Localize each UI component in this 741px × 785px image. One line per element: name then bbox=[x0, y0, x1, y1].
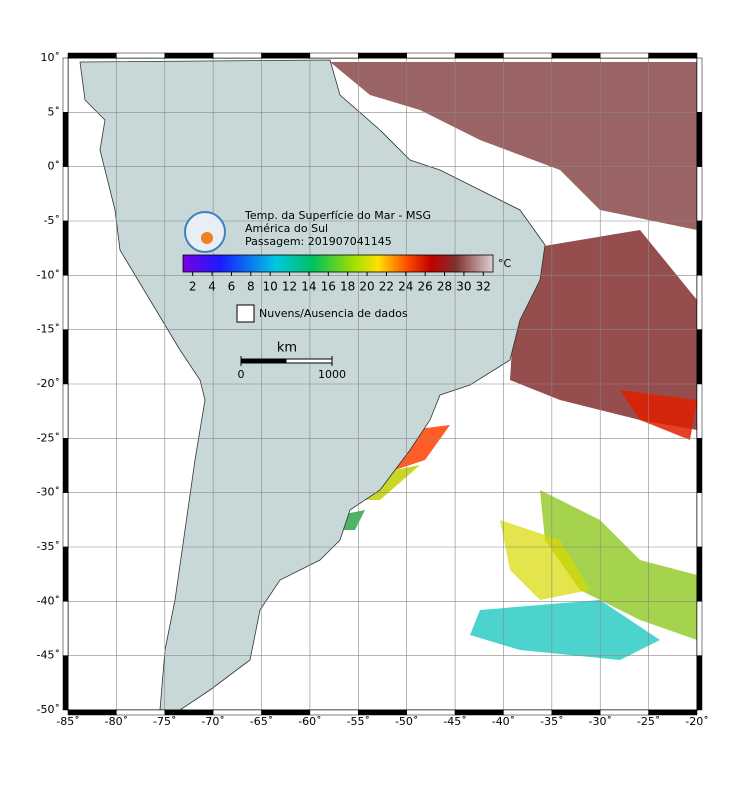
frame-segment bbox=[454, 52, 504, 59]
frame-segment bbox=[648, 52, 698, 59]
frame-segment bbox=[62, 329, 69, 385]
x-tick-label: -20˚ bbox=[685, 715, 708, 728]
y-tick-label: -15˚ bbox=[37, 323, 60, 336]
frame-segment bbox=[406, 52, 456, 59]
colorbar-tick-label: 10 bbox=[263, 280, 278, 294]
colorbar-tick-label: 26 bbox=[418, 280, 433, 294]
scalebar-label: 1000 bbox=[318, 368, 346, 381]
colorbar-tick-label: 12 bbox=[282, 280, 297, 294]
colorbar-tick-label: 14 bbox=[301, 280, 316, 294]
frame-segment bbox=[62, 546, 69, 602]
scalebar-fill bbox=[241, 359, 287, 363]
frame-segment bbox=[62, 220, 69, 276]
frame-segment bbox=[599, 52, 649, 59]
y-tick-label: -25˚ bbox=[37, 431, 60, 444]
colorbar-unit: °C bbox=[498, 257, 512, 270]
frame-segment bbox=[551, 52, 601, 59]
frame-segment bbox=[62, 655, 69, 711]
legend-swatch bbox=[236, 304, 255, 323]
frame-segment bbox=[261, 52, 311, 59]
frame-segment bbox=[164, 52, 214, 59]
x-tick-label: -70˚ bbox=[201, 715, 224, 728]
colorbar-tick-label: 20 bbox=[359, 280, 374, 294]
y-tick-label: 10˚ bbox=[41, 51, 61, 64]
colorbar-tick-label: 22 bbox=[379, 280, 394, 294]
frame-segment bbox=[696, 112, 703, 167]
frame-segment bbox=[696, 275, 703, 330]
colorbar-tick-label: 30 bbox=[456, 280, 471, 294]
frame-segment bbox=[309, 52, 359, 59]
x-tick-label: -60˚ bbox=[298, 715, 321, 728]
colorbar-tick-label: 8 bbox=[247, 280, 255, 294]
frame-segment bbox=[62, 601, 69, 656]
colorbar-tick-label: 18 bbox=[340, 280, 355, 294]
frame-segment bbox=[696, 166, 703, 222]
colorbar-tick-label: 24 bbox=[398, 280, 413, 294]
y-tick-label: -5˚ bbox=[44, 214, 60, 227]
frame-segment bbox=[503, 52, 553, 59]
frame-segment bbox=[696, 601, 703, 656]
logo bbox=[184, 211, 226, 253]
y-tick-label: -40˚ bbox=[37, 594, 60, 607]
x-tick-label: -40˚ bbox=[492, 715, 515, 728]
x-tick-label: -45˚ bbox=[443, 715, 466, 728]
x-tick-label: -55˚ bbox=[347, 715, 370, 728]
colorbar-tick-label: 6 bbox=[228, 280, 236, 294]
frame-segment bbox=[62, 383, 69, 439]
y-tick-label: -50˚ bbox=[37, 703, 60, 716]
x-tick-label: -30˚ bbox=[588, 715, 611, 728]
x-tick-label: -35˚ bbox=[540, 715, 563, 728]
legend-label: Nuvens/Ausencia de dados bbox=[259, 307, 408, 320]
colorbar bbox=[182, 254, 494, 273]
region: América do Sul bbox=[245, 222, 328, 235]
y-tick-label: -10˚ bbox=[37, 268, 60, 281]
colorbar-tick-label: 28 bbox=[437, 280, 452, 294]
y-tick-label: 5˚ bbox=[48, 105, 61, 118]
frame-segment bbox=[62, 275, 69, 330]
frame-segment bbox=[62, 57, 69, 113]
pass: Passagem: 201907041145 bbox=[245, 235, 392, 248]
colorbar-tick-label: 2 bbox=[189, 280, 197, 294]
frame-segment bbox=[67, 52, 117, 59]
title: Temp. da Superfície do Mar - MSG bbox=[244, 209, 431, 222]
colorbar-tick-label: 16 bbox=[321, 280, 336, 294]
x-tick-label: -85˚ bbox=[56, 715, 79, 728]
colorbar-tick-label: 32 bbox=[476, 280, 491, 294]
y-tick-label: -45˚ bbox=[37, 649, 60, 662]
x-tick-label: -25˚ bbox=[637, 715, 660, 728]
scalebar-label: 0 bbox=[238, 368, 245, 381]
frame-segment bbox=[696, 492, 703, 548]
frame-segment bbox=[696, 329, 703, 385]
frame-segment bbox=[696, 220, 703, 276]
frame-segment bbox=[696, 546, 703, 602]
x-tick-label: -65˚ bbox=[250, 715, 273, 728]
frame-segment bbox=[62, 438, 69, 493]
frame-segment bbox=[358, 52, 407, 59]
y-tick-label: 0˚ bbox=[48, 160, 61, 173]
x-tick-label: -50˚ bbox=[395, 715, 418, 728]
y-tick-label: -20˚ bbox=[37, 377, 60, 390]
x-tick-label: -75˚ bbox=[153, 715, 176, 728]
frame-segment bbox=[696, 57, 703, 113]
frame-segment bbox=[696, 438, 703, 493]
x-tick-label: -80˚ bbox=[105, 715, 128, 728]
y-tick-label: -30˚ bbox=[37, 486, 60, 499]
frame-segment bbox=[696, 383, 703, 439]
y-tick-label: -35˚ bbox=[37, 540, 60, 553]
frame-segment bbox=[62, 112, 69, 167]
frame-segment bbox=[212, 52, 262, 59]
frame-segment bbox=[648, 709, 698, 716]
continent bbox=[79, 59, 546, 711]
sst-field bbox=[330, 62, 697, 660]
colorbar-tick-label: 4 bbox=[208, 280, 216, 294]
frame-segment bbox=[116, 52, 166, 59]
frame-segment bbox=[62, 166, 69, 222]
frame-segment bbox=[696, 655, 703, 711]
scalebar-unit: km bbox=[277, 341, 297, 356]
frame-segment bbox=[62, 492, 69, 548]
